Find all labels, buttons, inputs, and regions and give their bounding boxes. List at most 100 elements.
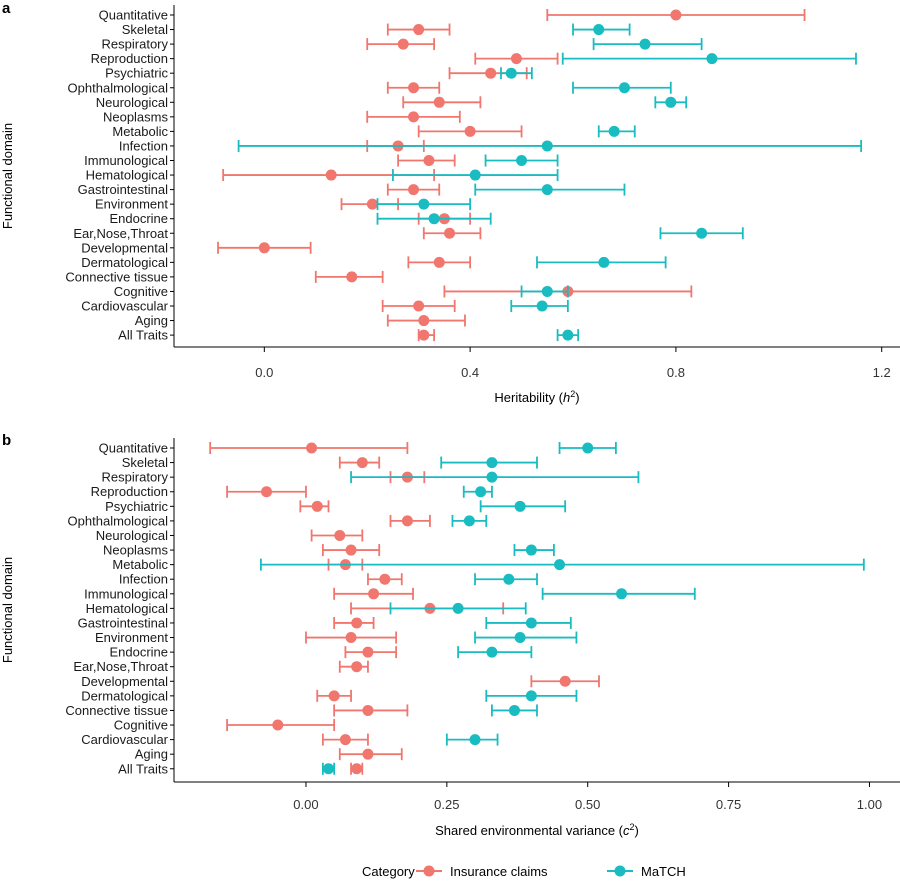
- category-label-neoplasms: Neoplasms: [103, 109, 169, 124]
- point-match-dermatological: [525, 690, 537, 702]
- category-label-developmental: Developmental: [81, 674, 168, 689]
- point-insurance-claims-connective-tissue: [346, 271, 358, 283]
- point-insurance-claims-aging: [362, 748, 374, 760]
- point-insurance-claims-skeletal: [413, 24, 425, 36]
- panel-letter: a: [2, 0, 11, 17]
- category-label-ophthalmological: Ophthalmological: [68, 80, 169, 95]
- point-match-endocrine: [486, 646, 498, 658]
- category-label-reproduction: Reproduction: [91, 51, 168, 66]
- category-label-dermatological: Dermatological: [81, 255, 168, 270]
- point-match-hematological: [469, 169, 481, 181]
- point-match-all-traits: [562, 329, 574, 341]
- category-label-developmental: Developmental: [81, 240, 168, 255]
- point-insurance-claims-gastrointestinal: [408, 184, 420, 196]
- category-label-gastrointestinal: Gastrointestinal: [78, 182, 168, 197]
- point-insurance-claims-dermatological: [328, 690, 340, 702]
- point-match-environment: [418, 198, 430, 210]
- point-insurance-claims-quantitative: [306, 442, 318, 454]
- point-insurance-claims-psychiatric: [311, 500, 323, 512]
- point-match-neurological: [665, 96, 677, 108]
- x-axis-title: Heritability (h2): [494, 389, 579, 405]
- category-label-hematological: Hematological: [86, 601, 168, 616]
- category-label-environment: Environment: [95, 630, 168, 645]
- category-label-infection: Infection: [119, 138, 168, 153]
- x-tick-label: 0.8: [667, 365, 685, 380]
- category-label-cognitive: Cognitive: [114, 284, 168, 299]
- point-insurance-claims-reproduction: [261, 486, 273, 498]
- point-match-neoplasms: [525, 544, 537, 556]
- category-label-neurological: Neurological: [96, 95, 168, 110]
- point-match-infection: [503, 573, 515, 585]
- point-insurance-claims-environment: [345, 632, 357, 644]
- category-label-respiratory: Respiratory: [102, 37, 169, 52]
- point-match-gastrointestinal: [541, 184, 553, 196]
- category-label-ear-nose-throat: Ear,Nose,Throat: [73, 659, 168, 674]
- point-match-respiratory: [639, 38, 651, 50]
- legend-insurance-label: Insurance claims: [450, 864, 548, 879]
- point-insurance-claims-reproduction: [510, 53, 522, 65]
- point-insurance-claims-neoplasms: [345, 544, 357, 556]
- category-label-metabolic: Metabolic: [112, 124, 168, 139]
- category-label-all-traits: All Traits: [118, 328, 168, 343]
- point-insurance-claims-neurological: [433, 96, 445, 108]
- category-label-cardiovascular: Cardiovascular: [81, 732, 168, 747]
- category-label-reproduction: Reproduction: [91, 484, 168, 499]
- point-match-cardiovascular: [536, 300, 548, 312]
- point-match-psychiatric: [514, 500, 526, 512]
- category-label-cardiovascular: Cardiovascular: [81, 299, 168, 314]
- point-match-endocrine: [428, 213, 440, 225]
- x-tick-label: 1.00: [857, 797, 882, 812]
- x-tick-label: 1.2: [873, 365, 891, 380]
- point-insurance-claims-cognitive: [272, 719, 284, 731]
- category-label-infection: Infection: [119, 572, 168, 587]
- legend-title: Category: [362, 864, 415, 879]
- point-match-respiratory: [486, 471, 498, 483]
- category-label-connective-tissue: Connective tissue: [65, 703, 168, 718]
- point-insurance-claims-all-traits: [351, 763, 363, 775]
- point-insurance-claims-cardiovascular: [339, 734, 351, 746]
- point-match-connective-tissue: [508, 704, 520, 716]
- point-insurance-claims-developmental: [258, 242, 270, 254]
- category-label-neurological: Neurological: [96, 528, 168, 543]
- point-insurance-claims-aging: [418, 315, 430, 327]
- category-label-metabolic: Metabolic: [112, 557, 168, 572]
- point-insurance-claims-connective-tissue: [362, 704, 374, 716]
- point-match-psychiatric: [505, 67, 517, 79]
- x-tick-label: 0.25: [434, 797, 459, 812]
- y-axis-title: Functional domain: [0, 123, 15, 229]
- category-label-aging: Aging: [135, 747, 168, 762]
- category-label-hematological: Hematological: [86, 168, 168, 183]
- panel-letter: b: [2, 432, 11, 449]
- point-insurance-claims-ear-nose-throat: [351, 661, 363, 673]
- point-insurance-claims-environment: [366, 198, 378, 210]
- category-label-immunological: Immunological: [84, 153, 168, 168]
- point-match-quantitative: [582, 442, 594, 454]
- point-insurance-claims-quantitative: [670, 9, 682, 21]
- point-insurance-claims-hematological: [325, 169, 337, 181]
- point-insurance-claims-metabolic: [464, 125, 476, 137]
- legend-match-dot: [614, 865, 626, 877]
- point-insurance-claims-all-traits: [418, 329, 430, 341]
- point-match-skeletal: [486, 457, 498, 469]
- point-match-metabolic: [554, 559, 566, 571]
- point-match-cardiovascular: [469, 734, 481, 746]
- category-label-psychiatric: Psychiatric: [105, 499, 168, 514]
- x-axis-title: Shared environmental variance (c2): [435, 822, 639, 838]
- category-label-immunological: Immunological: [84, 586, 168, 601]
- x-tick-label: 0.75: [716, 797, 741, 812]
- y-axis-title: Functional domain: [0, 557, 15, 663]
- point-match-gastrointestinal: [525, 617, 537, 629]
- category-label-neoplasms: Neoplasms: [103, 543, 169, 558]
- category-label-endocrine: Endocrine: [109, 211, 168, 226]
- point-match-ophthalmological: [618, 82, 630, 94]
- point-match-cognitive: [541, 285, 553, 297]
- point-insurance-claims-endocrine: [362, 646, 374, 658]
- category-label-environment: Environment: [95, 197, 168, 212]
- category-label-skeletal: Skeletal: [122, 22, 168, 37]
- category-label-all-traits: All Traits: [118, 761, 168, 776]
- category-label-cognitive: Cognitive: [114, 718, 168, 733]
- category-label-connective-tissue: Connective tissue: [65, 269, 168, 284]
- category-label-respiratory: Respiratory: [102, 470, 169, 485]
